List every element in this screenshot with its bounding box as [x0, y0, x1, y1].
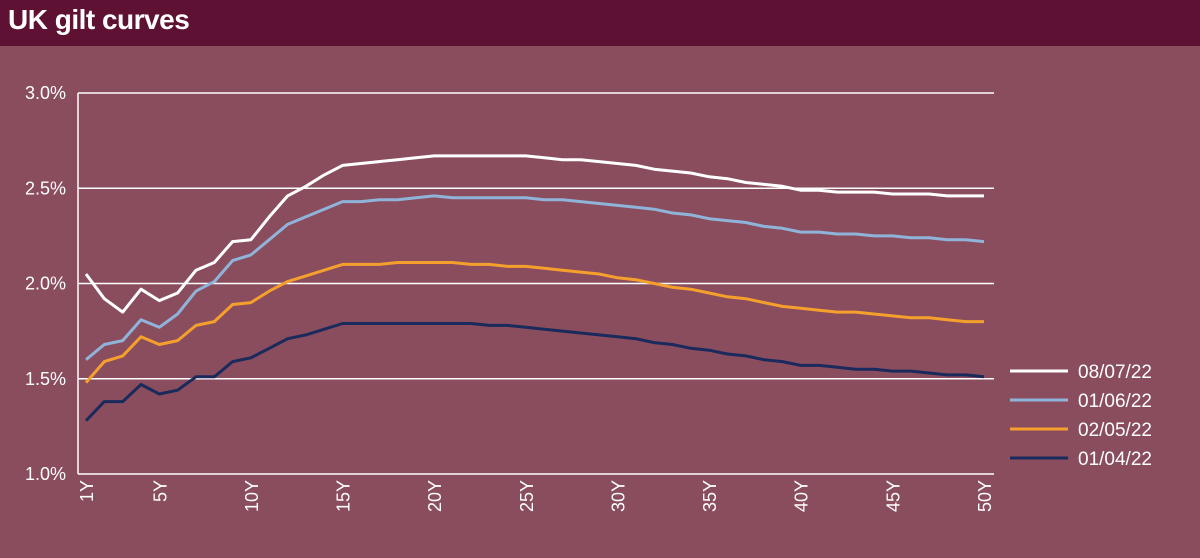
y-tick-label: 2.5% — [25, 178, 66, 198]
x-tick-label: 40Y — [792, 480, 812, 512]
series-line-08-07-22 — [84, 154, 984, 314]
series-line-02-05-22 — [84, 261, 984, 384]
x-tick-label: 30Y — [608, 480, 628, 512]
chart-title: UK gilt curves — [8, 4, 190, 35]
y-axis-ticks: 1.0% 1.5% 2.0% 2.5% 3.0% — [25, 83, 66, 484]
x-tick-label: 45Y — [883, 480, 903, 512]
legend-label: 08/07/22 — [1078, 362, 1152, 383]
series-line-01-04-22 — [84, 322, 985, 422]
legend-label: 02/05/22 — [1078, 420, 1152, 441]
y-tick-label: 2.0% — [25, 274, 66, 294]
y-tick-label: 3.0% — [25, 83, 66, 103]
series-line-01-06-22 — [85, 194, 985, 361]
y-tick-label: 1.5% — [25, 369, 66, 389]
legend: 08/07/22 01/06/22 02/05/22 01/04/22 — [1010, 362, 1152, 470]
x-tick-label: 20Y — [425, 480, 445, 512]
y-tick-label: 1.0% — [25, 464, 66, 484]
legend-label: 01/06/22 — [1078, 391, 1152, 412]
x-tick-label: 5Y — [150, 480, 170, 502]
x-axis-ticks: 1Y 5Y 10Y 15Y 20Y 25Y 30Y 35Y 40Y 45Y 50Y — [77, 480, 995, 512]
x-tick-label: 15Y — [334, 480, 354, 512]
x-tick-label: 10Y — [242, 480, 262, 512]
x-tick-label: 50Y — [975, 480, 995, 512]
x-tick-label: 1Y — [77, 480, 97, 502]
x-tick-label: 25Y — [517, 480, 537, 512]
series-lines — [84, 154, 985, 422]
title-bar: UK gilt curves — [0, 0, 1200, 46]
grid-lines — [77, 92, 994, 475]
x-tick-label: 35Y — [700, 480, 720, 512]
legend-label: 01/04/22 — [1078, 449, 1152, 470]
